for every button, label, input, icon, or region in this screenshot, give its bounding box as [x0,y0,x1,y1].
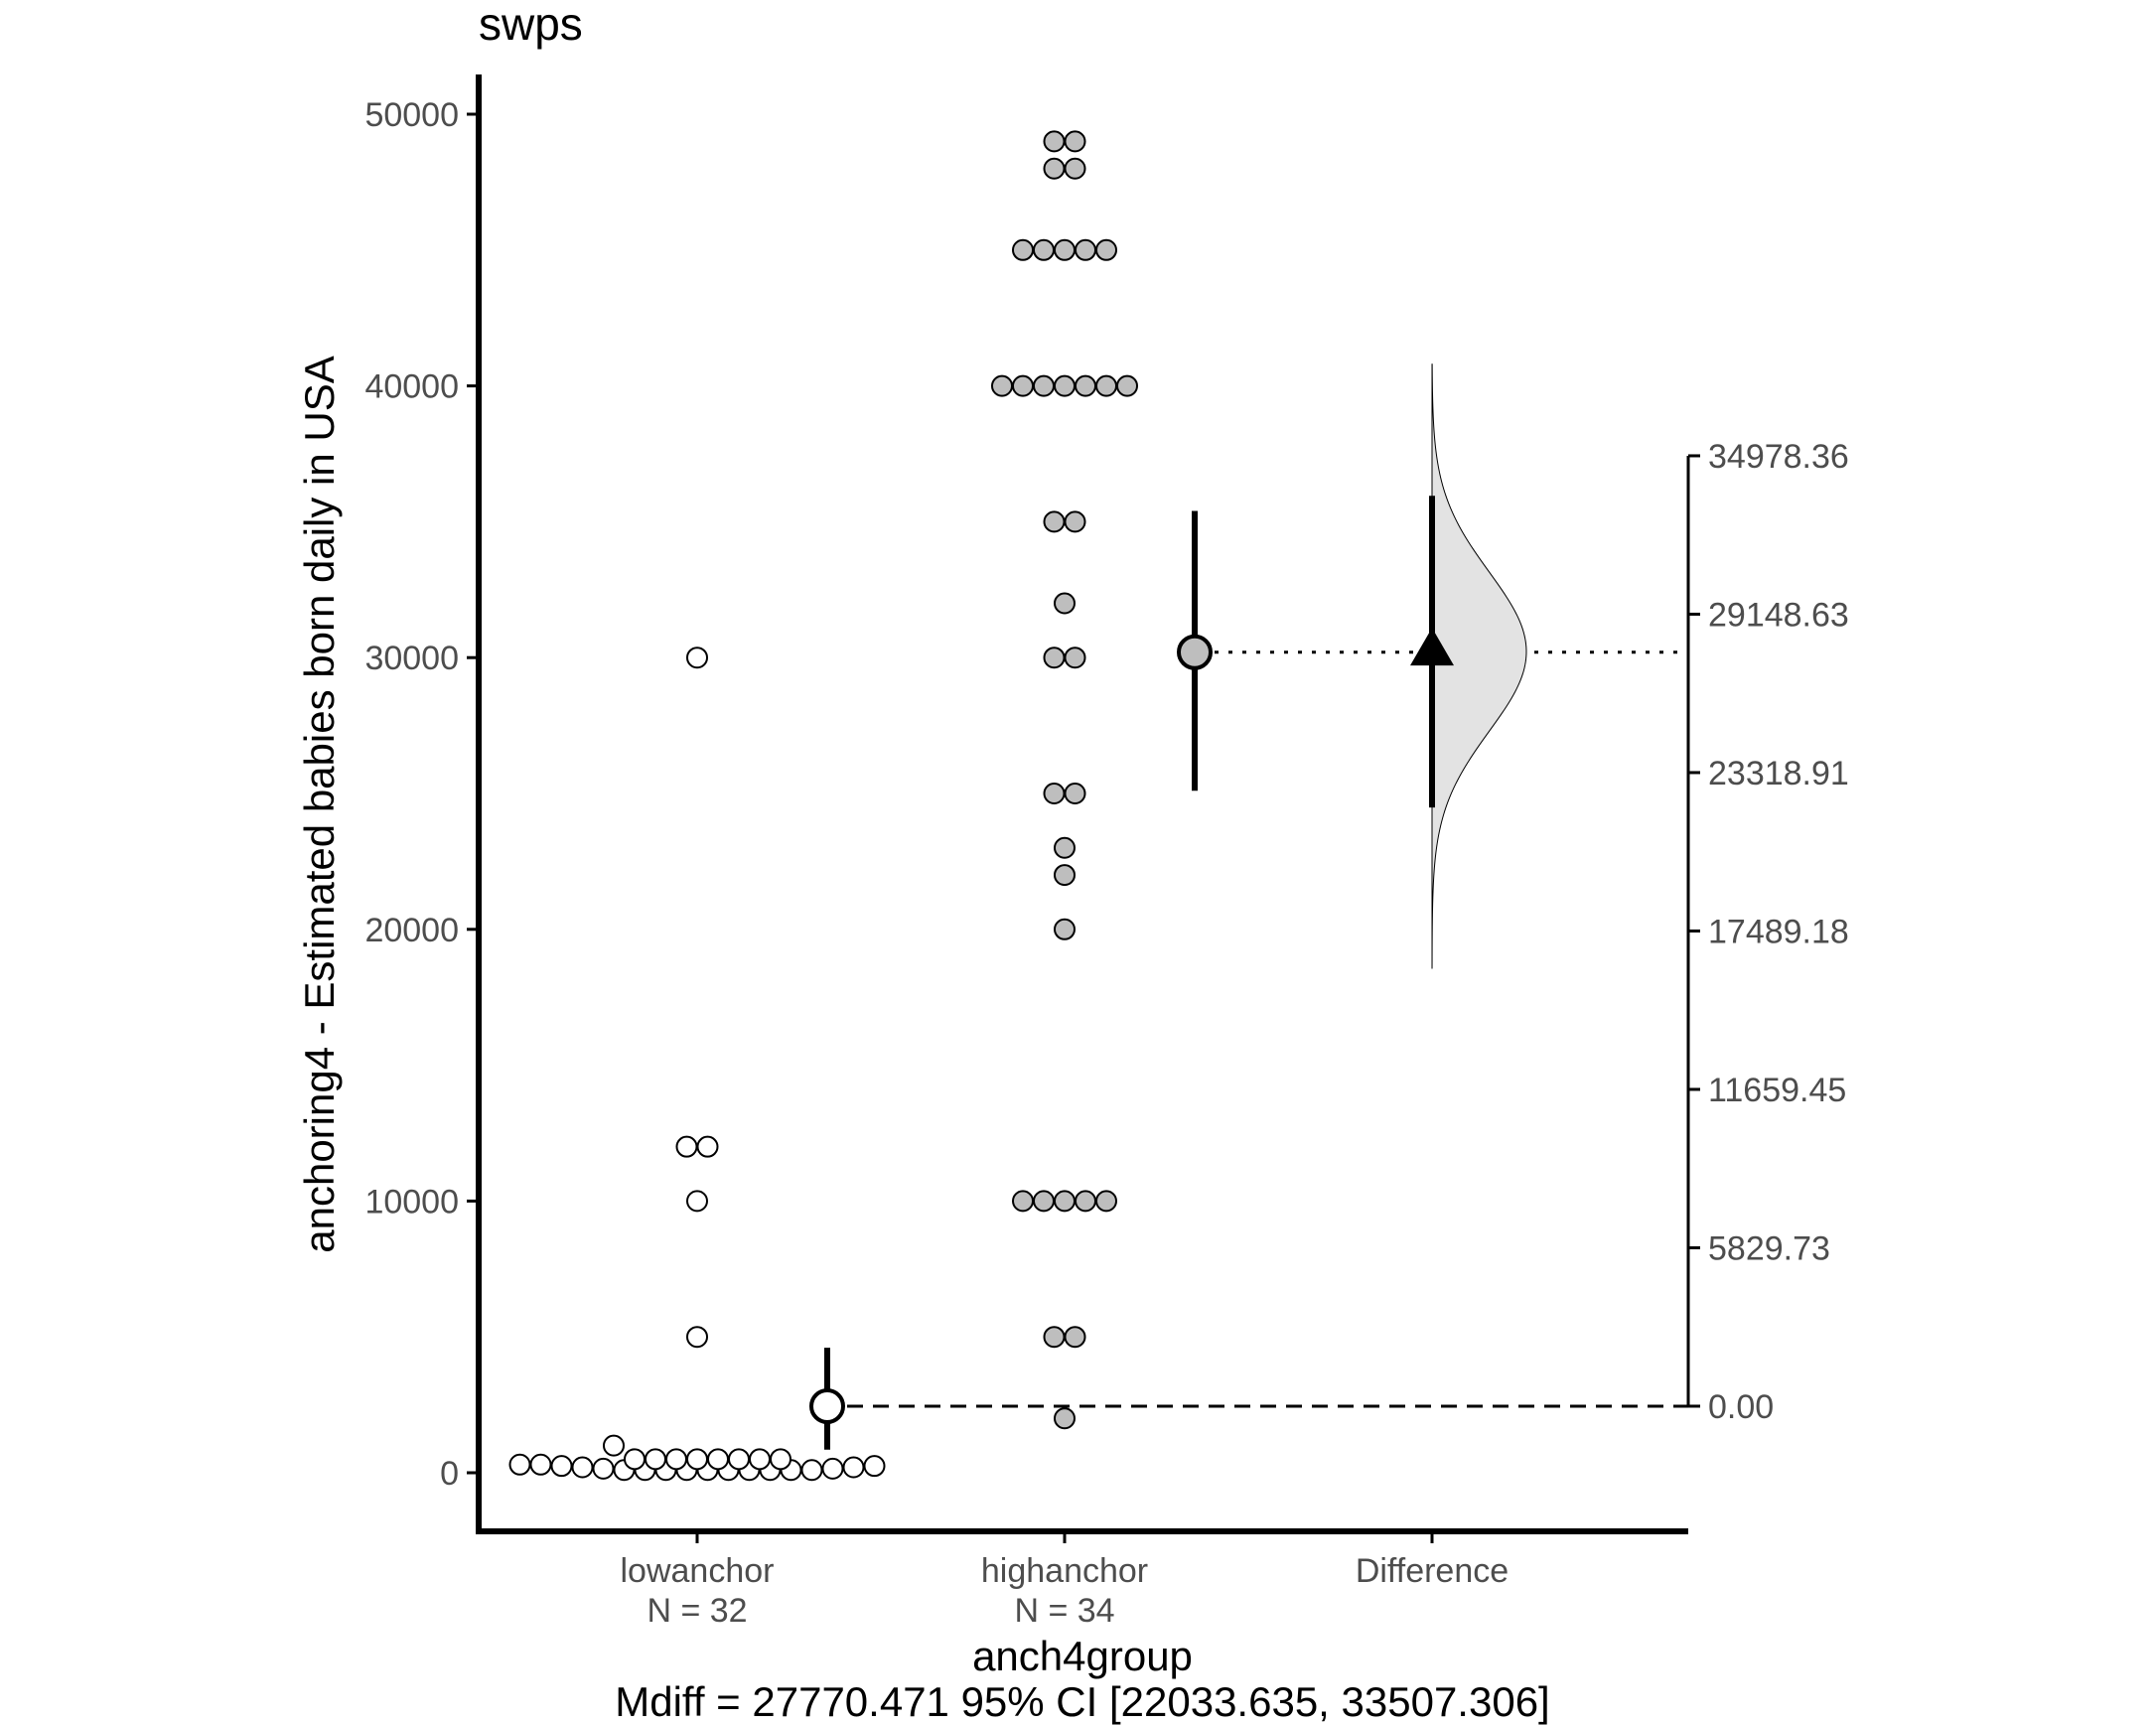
highanchor-point [1054,836,1076,859]
highanchor-point [1033,238,1055,261]
lowanchor-point [508,1453,531,1476]
lowanchor-point [603,1434,625,1457]
highanchor-point [1043,783,1066,804]
highanchor-point [1064,1326,1086,1349]
lowanchor-point [675,1135,698,1158]
highanchor-point [1043,157,1066,180]
highanchor-point [1054,1190,1076,1213]
highanchor-point [1012,374,1034,397]
highanchor-mean-marker [1177,634,1213,670]
highanchor-point [1054,1407,1076,1430]
highanchor-point [1064,647,1086,669]
highanchor-point [1012,238,1034,261]
difference-tick-label: 23318.91 [1708,755,1849,792]
lowanchor-mean-marker [809,1387,845,1424]
lowanchor-point [821,1457,844,1480]
difference-tick-label: 0.00 [1708,1388,1774,1426]
highanchor-point [1095,374,1117,397]
y-tick-label: 0 [440,1455,459,1493]
y-tick-label: 20000 [364,912,459,949]
highanchor-point [1095,1190,1117,1213]
difference-density-curve [1431,363,1527,969]
lowanchor-point [550,1455,573,1478]
highanchor-point [1116,374,1138,397]
highanchor-point [1043,1326,1066,1349]
lowanchor-point [686,1326,708,1349]
lowanchor-point [770,1448,791,1471]
x-tick-label: Difference [1356,1552,1509,1590]
highanchor-point [1064,157,1086,180]
highanchor-point [1054,864,1076,887]
highanchor-point [1064,130,1086,153]
highanchor-point [1033,1190,1055,1213]
chart-title: swps [479,0,583,50]
difference-estimate-marker [1410,628,1454,666]
y-tick-label: 30000 [364,640,459,677]
difference-tick-label: 29148.63 [1708,596,1849,634]
lowanchor-point [800,1459,823,1482]
highanchor-point [1054,238,1076,261]
highanchor-point [1075,374,1096,397]
x-tick-label: highanchor [981,1552,1148,1590]
highanchor-point [991,374,1013,397]
difference-axis: 0.00 5829.73 11659.45 17489.18 23318.91 29148… [847,438,1849,1426]
y-tick-label: 50000 [364,96,459,134]
highanchor-point [1033,374,1055,397]
highanchor-point [1095,238,1117,261]
x-tick-count-label: N = 34 [1014,1592,1114,1630]
highanchor-point [1054,918,1076,940]
lowanchor-point [592,1457,615,1480]
data-points [508,130,1138,1482]
lowanchor-point [686,647,708,669]
lowanchor-point [624,1448,646,1471]
lowanchor-point [707,1448,729,1471]
highanchor-point [1054,374,1076,397]
group-summaries [809,510,1213,1450]
highanchor-point [1054,592,1076,615]
x-tick-count-label: N = 32 [647,1592,747,1630]
highanchor-point [1064,783,1086,804]
difference-tick-label: 17489.18 [1708,913,1849,950]
y-axis: 0 10000 20000 30000 40000 50000 [364,74,482,1533]
lowanchor-point [749,1448,771,1471]
highanchor-point [1043,510,1066,533]
lowanchor-point [686,1448,708,1471]
lowanchor-point [529,1453,552,1476]
lowanchor-point [728,1448,750,1471]
highanchor-point [1075,1190,1096,1213]
y-axis-title: anchoring4 - Estimated babies born daily… [296,356,343,1253]
lowanchor-point [696,1135,719,1158]
highanchor-point [1075,238,1096,261]
highanchor-point [1043,647,1066,669]
lowanchor-point [571,1456,594,1479]
difference-tick-label: 34978.36 [1708,438,1849,476]
highanchor-point [1012,1190,1034,1213]
lowanchor-point [645,1448,666,1471]
lowanchor-point [665,1448,687,1471]
difference-tick-label: 5829.73 [1708,1229,1830,1267]
difference-tick-label: 11659.45 [1708,1072,1846,1109]
highanchor-point [1064,510,1086,533]
highanchor-point [1043,130,1066,153]
lowanchor-point [863,1455,886,1478]
chart-caption: Mdiff = 27770.471 95% CI [22033.635, 335… [615,1678,1549,1725]
lowanchor-point [842,1456,865,1479]
lowanchor-point [686,1190,708,1213]
x-tick-label: lowanchor [621,1552,775,1590]
y-tick-label: 10000 [364,1183,459,1221]
y-tick-label: 40000 [364,368,459,406]
difference-density [1410,363,1527,969]
x-axis-title: anch4group [972,1633,1193,1679]
